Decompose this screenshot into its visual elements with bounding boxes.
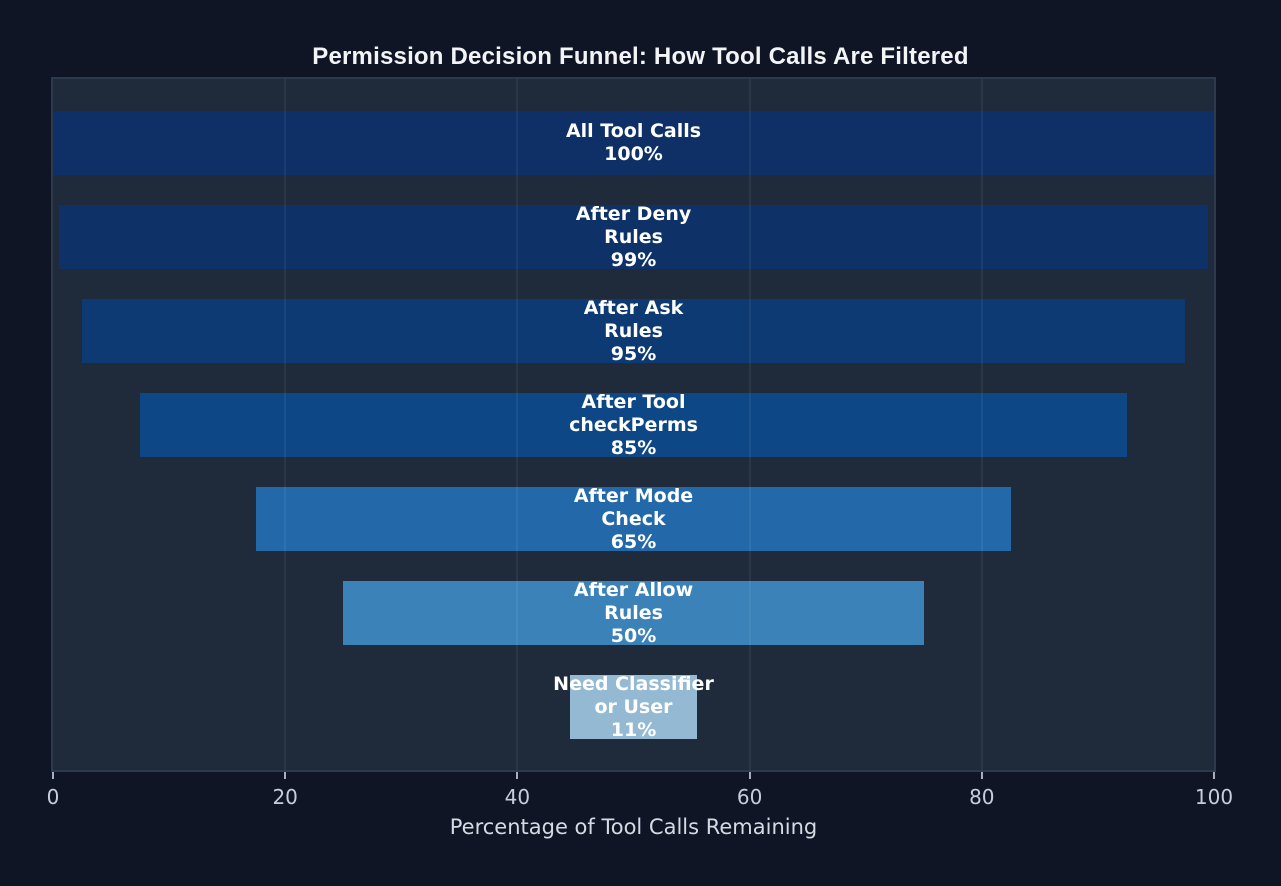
bar-label: After Allow Rules 50%: [53, 578, 1214, 647]
bar-label-line: 50%: [610, 624, 657, 647]
bar-label: After Ask Rules 95%: [53, 296, 1214, 365]
bar-label-line: All Tool Calls: [565, 120, 702, 142]
bar-label-line: or User: [594, 695, 673, 718]
funnel-bar: [569, 675, 698, 739]
gridline: [980, 79, 983, 770]
x-axis-label: Percentage of Tool Calls Remaining: [449, 815, 818, 839]
bar-label-line: After Allow: [573, 578, 694, 601]
bar-label-line: 100%: [604, 143, 663, 165]
bar-label-line: Rules: [604, 225, 663, 248]
x-tick-label: 60: [736, 785, 763, 809]
funnel-bar: [53, 111, 1214, 175]
x-tick-mark: [284, 772, 287, 779]
funnel-bar: [140, 393, 1127, 457]
x-tick-label: 20: [272, 785, 298, 809]
plot-inner: All Tool Calls 100% After Deny Rules 99% Afte…: [53, 79, 1214, 770]
funnel-bar: [343, 581, 924, 645]
bar-label-line: 99%: [610, 248, 657, 271]
x-tick-label: 100: [1194, 785, 1234, 809]
bar-label-line: After Tool: [581, 390, 686, 413]
bar-label-line: checkPerms: [569, 413, 698, 436]
x-tick-mark: [516, 772, 519, 779]
bar-label-line: Rules: [604, 319, 663, 342]
gridline: [516, 79, 519, 770]
bar-label-line: After Ask: [583, 296, 684, 319]
funnel-bar: [256, 487, 1011, 551]
bar-label: Need Classifier or User 11%: [53, 672, 1214, 741]
bar-label-line: 95%: [610, 342, 657, 365]
x-tick-mark: [1213, 772, 1215, 779]
bar-label-line: 65%: [610, 530, 657, 553]
bar-label-line: 11%: [610, 718, 657, 741]
x-tick-mark: [980, 772, 983, 779]
x-tick-mark: [748, 772, 751, 779]
bar-label-line: After Deny: [575, 202, 692, 225]
bar-label-line: After Mode: [573, 484, 694, 507]
bar-label-line: Need Classifier: [553, 672, 714, 695]
bar-label-line: Rules: [604, 601, 663, 624]
x-tick-mark: [52, 772, 54, 779]
bar-label: After Mode Check 65%: [53, 484, 1214, 553]
gridline: [748, 79, 751, 770]
x-tick-label: 80: [969, 785, 995, 809]
funnel-bar: [82, 299, 1185, 363]
bar-label-line: 85%: [610, 436, 657, 459]
bar-label: After Tool checkPerms 85%: [53, 390, 1214, 459]
bar-label: After Deny Rules 99%: [53, 202, 1214, 271]
plot-area: All Tool Calls 100% After Deny Rules 99% Afte…: [51, 77, 1216, 772]
gridline: [284, 79, 287, 770]
x-tick-label: 40: [504, 785, 531, 809]
bar-label: All Tool Calls 100%: [53, 111, 1214, 175]
chart-title: Permission Decision Funnel: How Tool Cal…: [312, 43, 969, 70]
bar-label-line: Check: [601, 507, 666, 530]
x-tick-label: 0: [46, 785, 60, 809]
funnel-bar: [58, 205, 1209, 269]
